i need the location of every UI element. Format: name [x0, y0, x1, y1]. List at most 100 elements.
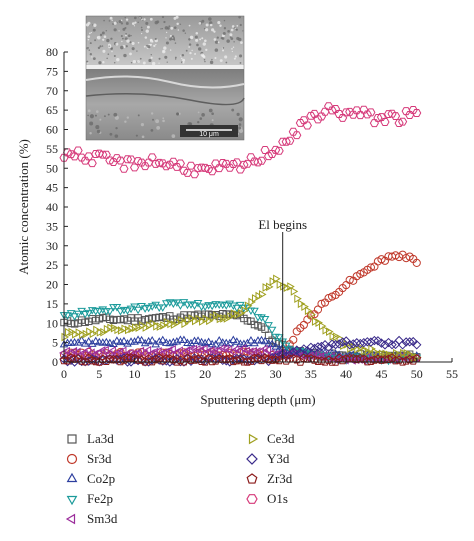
- data-point: [221, 354, 231, 364]
- data-point: [94, 307, 104, 316]
- data-point: [362, 110, 372, 119]
- data-point: [297, 299, 306, 309]
- data-point: [154, 337, 164, 345]
- y-tick-label: 50: [46, 161, 58, 175]
- data-point: [93, 325, 101, 335]
- data-point: [168, 157, 178, 166]
- data-point: [403, 348, 412, 358]
- data-point: [397, 340, 408, 350]
- y-tick-label: 0: [52, 355, 58, 369]
- data-point: [355, 111, 365, 120]
- y-tick-label: 15: [46, 297, 58, 311]
- data-point: [259, 290, 267, 299]
- data-point: [82, 329, 91, 339]
- data-point: [398, 117, 408, 126]
- data-point: [147, 356, 157, 366]
- data-point: [207, 167, 217, 176]
- data-point: [84, 336, 94, 345]
- y-tick-label: 25: [46, 258, 58, 272]
- data-point: [225, 163, 235, 172]
- x-tick-label: 25: [234, 367, 246, 381]
- legend-marker-icon: [66, 495, 78, 506]
- data-point: [112, 154, 122, 163]
- data-point: [167, 319, 175, 329]
- data-point: [250, 307, 259, 316]
- y-tick-label: 40: [46, 200, 58, 214]
- data-point: [287, 282, 295, 291]
- data-point: [256, 156, 267, 165]
- legend-item-co2p: Co2p: [65, 471, 115, 487]
- data-point: [77, 335, 86, 344]
- data-point: [153, 321, 161, 331]
- legend-marker-icon: [246, 453, 258, 465]
- legend-label: Ce3d: [267, 431, 295, 446]
- data-point: [237, 308, 246, 318]
- data-point: [176, 302, 185, 310]
- data-point: [227, 312, 235, 321]
- data-point: [75, 328, 84, 337]
- data-point: [394, 119, 404, 128]
- inset-scale-label: 10 μm: [199, 131, 219, 138]
- x-tick-label: 35: [305, 367, 317, 381]
- data-point: [147, 303, 157, 311]
- data-point: [331, 105, 341, 113]
- data-point: [84, 309, 94, 318]
- data-point: [292, 131, 302, 140]
- legend-label: La3d: [87, 431, 114, 446]
- data-point: [304, 306, 313, 316]
- data-point: [412, 258, 421, 268]
- data-point: [329, 332, 338, 341]
- data-point: [253, 158, 263, 167]
- data-point: [139, 321, 147, 330]
- y-tick-label: 80: [46, 45, 58, 59]
- data-point: [334, 339, 344, 349]
- data-point: [366, 263, 375, 272]
- data-point: [295, 357, 305, 366]
- data-point: [264, 322, 273, 330]
- data-point: [136, 346, 145, 356]
- data-point: [146, 321, 154, 330]
- data-point: [193, 345, 201, 354]
- data-point: [380, 340, 390, 350]
- data-point: [285, 136, 295, 145]
- data-point: [101, 345, 109, 355]
- data-point: [207, 356, 217, 366]
- data-point: [280, 281, 288, 291]
- x-tick-label: 30: [270, 367, 282, 381]
- data-point: [273, 274, 281, 284]
- y-tick-label: 10: [46, 316, 58, 330]
- legend-marker-icon: [67, 434, 77, 444]
- data-point: [313, 115, 323, 124]
- data-point: [165, 299, 175, 307]
- data-point: [221, 344, 229, 354]
- data-point: [364, 347, 373, 357]
- data-point: [260, 316, 270, 324]
- data-point: [373, 336, 383, 346]
- data-point: [218, 158, 228, 167]
- data-point: [129, 163, 140, 172]
- data-point: [108, 355, 118, 364]
- y-tick-label: 75: [46, 64, 58, 78]
- data-point: [147, 335, 157, 344]
- data-point: [142, 323, 151, 332]
- data-point: [393, 348, 401, 358]
- data-point: [401, 107, 411, 116]
- data-point: [298, 350, 307, 360]
- data-point: [309, 109, 320, 118]
- data-point: [169, 300, 178, 308]
- data-point: [290, 287, 299, 296]
- data-point: [323, 102, 334, 111]
- data-point: [228, 335, 238, 344]
- data-point: [73, 347, 81, 357]
- sem-inset-image: 10 μm: [85, 15, 245, 141]
- data-point: [192, 316, 200, 326]
- data-point: [274, 334, 284, 342]
- data-point: [241, 306, 249, 315]
- data-point: [206, 316, 214, 326]
- data-point: [288, 127, 298, 136]
- data-point: [217, 344, 226, 353]
- y-tick-label: 35: [46, 219, 58, 233]
- data-point: [117, 326, 126, 335]
- data-point: [235, 165, 245, 174]
- data-point: [249, 346, 257, 356]
